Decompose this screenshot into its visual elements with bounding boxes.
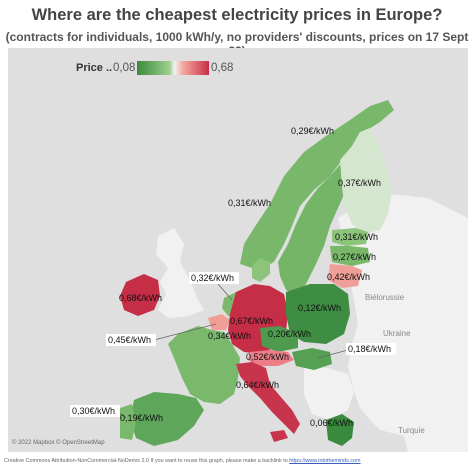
- price-label-luxembourg: 0,34€/kWh: [208, 331, 251, 341]
- backlink-url[interactable]: https://www.intotheminds.com: [289, 458, 361, 464]
- country-hungary[interactable]: [292, 348, 332, 370]
- price-label-portugal: 0,30€/kWh: [72, 406, 115, 416]
- price-label-greece: 0,06€/kWh: [310, 418, 353, 428]
- legend-title: Price ..: [76, 62, 113, 74]
- price-label-sweden: 0,31€/kWh: [228, 198, 271, 208]
- price-label-poland: 0,12€/kWh: [298, 303, 341, 313]
- price-label-germany: 0,67€/kWh: [230, 316, 273, 326]
- country-spain[interactable]: [130, 392, 204, 446]
- country-italy-sicily[interactable]: [270, 430, 288, 442]
- license-notice: Creative Commons Attribution-NonCommerci…: [4, 458, 470, 464]
- price-label-czechia: 0,20€/kWh: [268, 329, 311, 339]
- country-portugal[interactable]: [120, 404, 136, 440]
- price-label-belgium: 0,45€/kWh: [108, 335, 151, 345]
- country-greece[interactable]: [326, 414, 354, 446]
- price-label-ireland: 0,68€/kWh: [119, 293, 162, 303]
- leader-line-netherlands: [217, 283, 233, 301]
- country-lithuania[interactable]: [328, 264, 362, 288]
- basemap-label-belarus: Biélorussie: [365, 293, 405, 302]
- country-ireland[interactable]: [120, 274, 160, 316]
- price-label-spain: 0,19€/kWh: [120, 413, 163, 423]
- price-label-hungary: 0,18€/kWh: [348, 344, 391, 354]
- license-text: Creative Commons Attribution-NonCommerci…: [4, 458, 290, 464]
- country-latvia[interactable]: [330, 246, 370, 266]
- price-label-bg-belgium: [106, 334, 156, 346]
- price-label-latvia: 0,27€/kWh: [333, 252, 376, 262]
- price-label-estonia: 0,31€/kWh: [335, 232, 378, 242]
- land-iceland-uk: [156, 228, 204, 318]
- land-east: [338, 193, 468, 452]
- legend-max-value: 0,68: [211, 62, 234, 74]
- page-title: Where are the cheapest electricity price…: [31, 6, 443, 24]
- map-attribution: © 2022 Mapbox © OpenStreetMap: [12, 440, 105, 446]
- price-label-bg-netherlands: [189, 272, 239, 284]
- price-label-bg-hungary: [346, 343, 396, 355]
- legend-min-value: 0,08: [113, 62, 136, 74]
- country-france[interactable]: [168, 326, 240, 404]
- basemap-label-ukraine: Ukraine: [383, 329, 411, 338]
- price-label-norway: 0,29€/kWh: [291, 126, 334, 136]
- leader-line-belgium: [153, 323, 217, 341]
- price-label-italy: 0,64€/kWh: [236, 380, 279, 390]
- price-label-finland: 0,37€/kWh: [338, 178, 381, 188]
- country-czechia[interactable]: [260, 326, 298, 352]
- country-finland[interactable]: [340, 128, 392, 234]
- country-italy[interactable]: [236, 362, 300, 434]
- price-label-bg-portugal: [70, 405, 120, 417]
- price-label-lithuania: 0,42€/kWh: [327, 272, 370, 282]
- leader-line-hungary: [317, 349, 349, 359]
- country-sweden[interactable]: [278, 160, 350, 296]
- country-poland[interactable]: [286, 284, 350, 344]
- europe-map[interactable]: 0,29€/kWh 0,37€/kWh 0,31€/kWh 0,31€/kWh …: [8, 48, 468, 452]
- country-estonia[interactable]: [332, 228, 368, 246]
- country-austria[interactable]: [248, 350, 294, 366]
- basemap-label-turkey: Turquie: [398, 426, 425, 435]
- legend-color-scale: [137, 61, 209, 75]
- land-balkans: [304, 366, 354, 420]
- price-label-netherlands: 0,32€/kWh: [191, 273, 234, 283]
- country-denmark[interactable]: [252, 258, 270, 282]
- price-label-austria: 0,52€/kWh: [246, 352, 289, 362]
- country-belgium[interactable]: [208, 314, 230, 330]
